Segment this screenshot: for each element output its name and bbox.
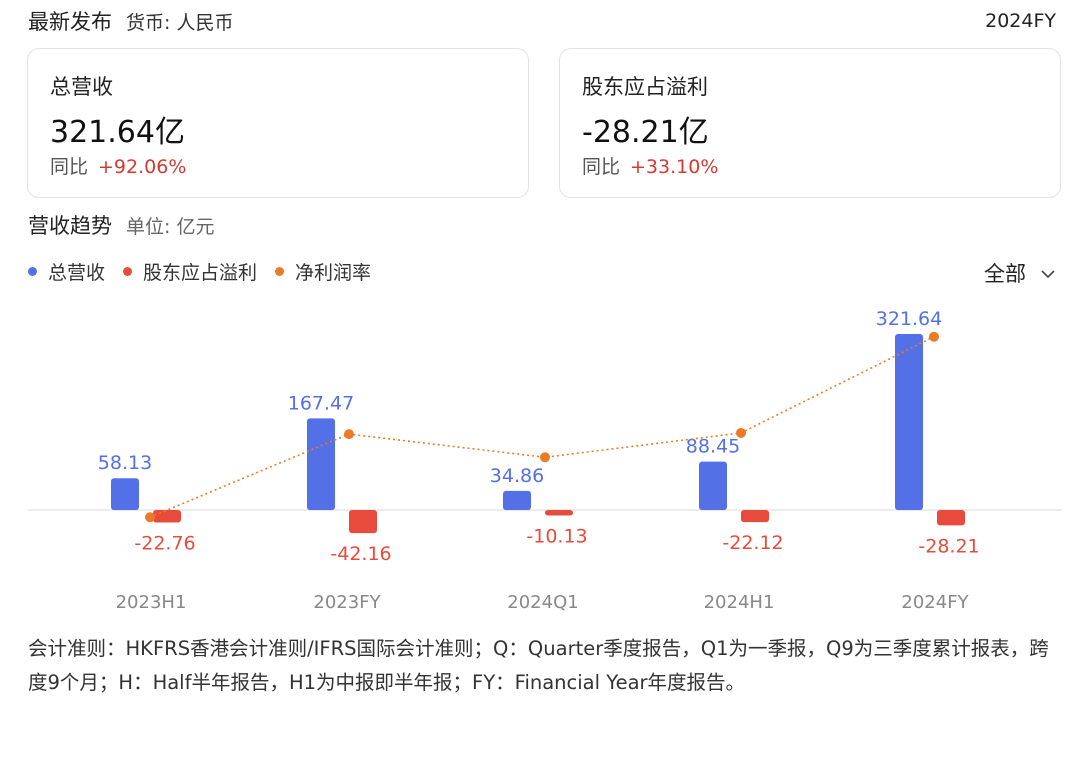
profit-bar [937, 510, 965, 526]
period-filter-label: 全部 [984, 262, 1026, 286]
header-title: 最新发布 [28, 10, 112, 34]
x-tick-label: 2024H1 [704, 592, 775, 613]
net-margin-point [540, 452, 550, 463]
profit-yoy-label: 同比 [582, 156, 621, 178]
legend-item-profit[interactable]: 股东应占溢利 [123, 258, 257, 285]
revenue-card: 总营收 321.64亿 同比 +92.06% [27, 48, 529, 198]
legend-dot-revenue [28, 266, 37, 276]
revenue-data-label: 167.47 [288, 392, 354, 414]
net-margin-point [344, 429, 354, 440]
x-tick-label: 2024FY [901, 592, 969, 613]
period-label: 2024FY [985, 10, 1056, 32]
profit-data-label: -42.16 [330, 543, 391, 565]
revenue-yoy: 同比 +92.06% [50, 152, 186, 179]
profit-data-label: -10.13 [526, 526, 587, 548]
currency-label: 货币: 人民币 [126, 11, 234, 34]
profit-bar [545, 510, 573, 516]
revenue-trend-chart: 58.13 -22.76 2023H1 167.47 -42.16 2023FY 34.86… [28, 308, 1062, 613]
header: 最新发布 货币: 人民币 2024FY [28, 6, 1056, 36]
net-margin-point [736, 427, 746, 438]
accounting-note: 会计准则：HKFRS香港会计准则/IFRS国际会计准则；Q：Quarter季度报… [28, 637, 1049, 694]
profit-bar [349, 510, 377, 534]
revenue-bar [503, 490, 531, 510]
legend-dot-margin [275, 266, 285, 276]
x-tick-label: 2023H1 [116, 592, 187, 613]
revenue-data-label: 58.13 [98, 452, 152, 474]
revenue-yoy-label: 同比 [50, 156, 89, 178]
revenue-data-label: 321.64 [876, 308, 942, 330]
net-margin-point [145, 512, 155, 523]
legend-dot-profit [123, 266, 133, 276]
revenue-bar [895, 334, 923, 510]
revenue-data-label: 34.86 [490, 465, 544, 487]
profit-bar [153, 510, 181, 523]
revenue-yoy-value: +92.06% [98, 156, 187, 178]
profit-card-label: 股东应占溢利 [582, 75, 708, 99]
period-filter-dropdown[interactable]: 全部 [984, 258, 1056, 288]
legend-item-revenue[interactable]: 总营收 [28, 258, 105, 285]
revenue-bar [307, 418, 335, 510]
net-margin-point [929, 331, 939, 342]
legend-label-profit: 股东应占溢利 [143, 261, 258, 284]
profit-card: 股东应占溢利 -28.21亿 同比 +33.10% [559, 48, 1061, 198]
profit-yoy-value: +33.10% [630, 156, 719, 178]
trend-title: 营收趋势 [28, 214, 112, 238]
x-tick-label: 2023FY [313, 592, 381, 613]
profit-data-label: -22.12 [722, 532, 783, 554]
net-margin-line [149, 336, 935, 518]
profit-bar [741, 510, 769, 523]
legend-label-margin: 净利润率 [295, 261, 372, 284]
profit-data-label: -28.21 [918, 535, 979, 557]
revenue-card-value: 321.64亿 [50, 115, 185, 150]
chevron-down-icon [1040, 264, 1056, 283]
chart-legend: 总营收 股东应占溢利 净利润率 [28, 258, 389, 284]
trend-section-header: 营收趋势 单位: 亿元 [28, 210, 214, 240]
legend-item-margin[interactable]: 净利润率 [275, 258, 371, 285]
revenue-data-label: 88.45 [686, 436, 740, 458]
profit-yoy: 同比 +33.10% [582, 152, 718, 179]
profit-data-label: -22.76 [134, 532, 195, 554]
revenue-bar [699, 461, 727, 510]
legend-label-revenue: 总营收 [48, 261, 106, 284]
profit-card-value: -28.21亿 [582, 115, 709, 150]
trend-unit: 单位: 亿元 [126, 215, 215, 238]
revenue-bar [111, 478, 139, 510]
x-tick-label: 2024Q1 [507, 592, 578, 613]
revenue-card-label: 总营收 [50, 75, 113, 99]
